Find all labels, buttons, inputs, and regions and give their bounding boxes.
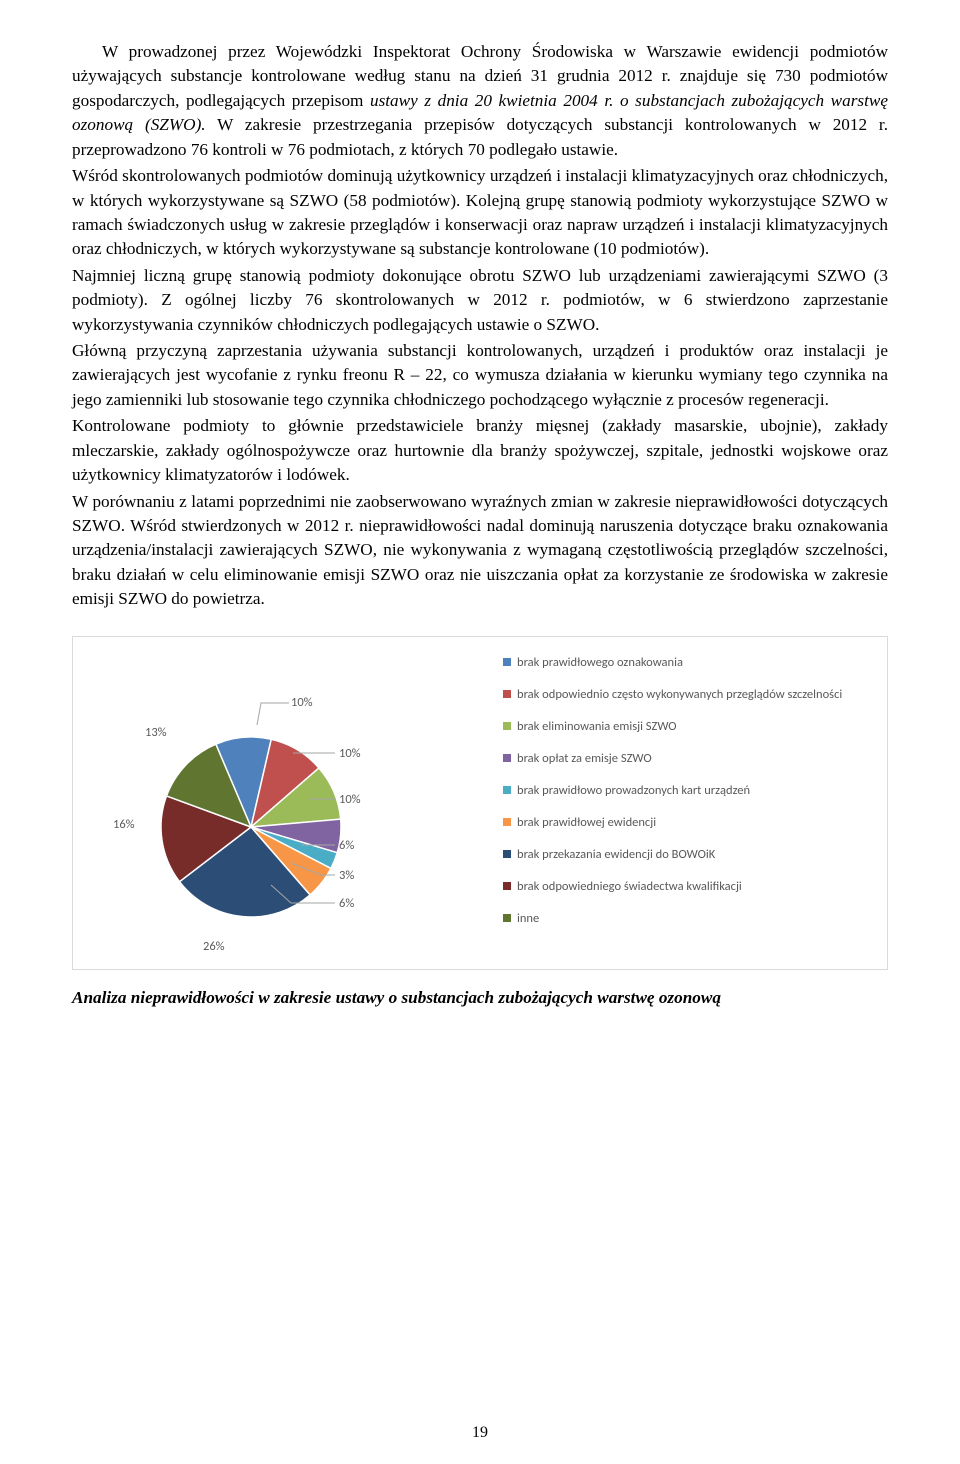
pie-label-3: 3% bbox=[339, 868, 354, 883]
pie-label-10b: 10% bbox=[339, 746, 361, 761]
pie-label-16: 16% bbox=[113, 817, 135, 832]
chart-legend: brak prawidłowego oznakowania brak odpowi… bbox=[503, 655, 873, 943]
legend-label: brak prawidłowego oznakowania bbox=[517, 655, 683, 671]
paragraph-1: W prowadzonej przez Wojewódzki Inspektor… bbox=[72, 40, 888, 162]
legend-item: inne bbox=[503, 911, 873, 927]
legend-item: brak przekazania ewidencji do BOWOiK bbox=[503, 847, 873, 863]
pie-label-10a: 10% bbox=[291, 695, 313, 710]
pie-chart: 10% 10% 10% 6% 3% 6% 26% 16% 13% bbox=[121, 693, 381, 953]
pie-label-26: 26% bbox=[203, 939, 225, 954]
legend-swatch bbox=[503, 754, 511, 762]
pie-label-10c: 10% bbox=[339, 792, 361, 807]
paragraph-4: Główną przyczyną zaprzestania używania s… bbox=[72, 339, 888, 412]
legend-item: brak opłat za emisje SZWO bbox=[503, 751, 873, 767]
legend-label: brak odpowiedniego świadectwa kwalifikac… bbox=[517, 879, 742, 895]
legend-swatch bbox=[503, 722, 511, 730]
paragraph-3: Najmniej liczną grupę stanowią podmioty … bbox=[72, 264, 888, 337]
paragraph-6: W porównaniu z latami poprzednimi nie za… bbox=[72, 490, 888, 612]
legend-item: brak prawidłowej ewidencji bbox=[503, 815, 873, 831]
legend-swatch bbox=[503, 786, 511, 794]
legend-label: inne bbox=[517, 911, 539, 927]
legend-swatch bbox=[503, 882, 511, 890]
pie-label-6a: 6% bbox=[339, 838, 354, 853]
legend-item: brak odpowiednio często wykonywanych prz… bbox=[503, 687, 873, 703]
legend-label: brak przekazania ewidencji do BOWOiK bbox=[517, 847, 715, 863]
legend-label: brak eliminowania emisji SZWO bbox=[517, 719, 677, 735]
legend-swatch bbox=[503, 658, 511, 666]
legend-label: brak prawidłowej ewidencji bbox=[517, 815, 656, 831]
legend-item: brak eliminowania emisji SZWO bbox=[503, 719, 873, 735]
pie-label-13: 13% bbox=[145, 725, 167, 740]
pie-chart-container: 10% 10% 10% 6% 3% 6% 26% 16% 13% brak pr… bbox=[72, 636, 888, 970]
legend-swatch bbox=[503, 914, 511, 922]
legend-swatch bbox=[503, 850, 511, 858]
legend-label: brak opłat za emisje SZWO bbox=[517, 751, 652, 767]
page-number: 19 bbox=[0, 1424, 960, 1442]
paragraph-5: Kontrolowane podmioty to głównie przedst… bbox=[72, 414, 888, 487]
legend-swatch bbox=[503, 690, 511, 698]
legend-item: brak prawidłowo prowadzonych kart urządz… bbox=[503, 783, 873, 799]
pie-label-6b: 6% bbox=[339, 896, 354, 911]
legend-label: brak odpowiednio często wykonywanych prz… bbox=[517, 687, 842, 703]
legend-item: brak prawidłowego oznakowania bbox=[503, 655, 873, 671]
paragraph-2: Wśród skontrolowanych podmiotów dominują… bbox=[72, 164, 888, 262]
legend-item: brak odpowiedniego świadectwa kwalifikac… bbox=[503, 879, 873, 895]
legend-label: brak prawidłowo prowadzonych kart urządz… bbox=[517, 783, 750, 799]
legend-swatch bbox=[503, 818, 511, 826]
